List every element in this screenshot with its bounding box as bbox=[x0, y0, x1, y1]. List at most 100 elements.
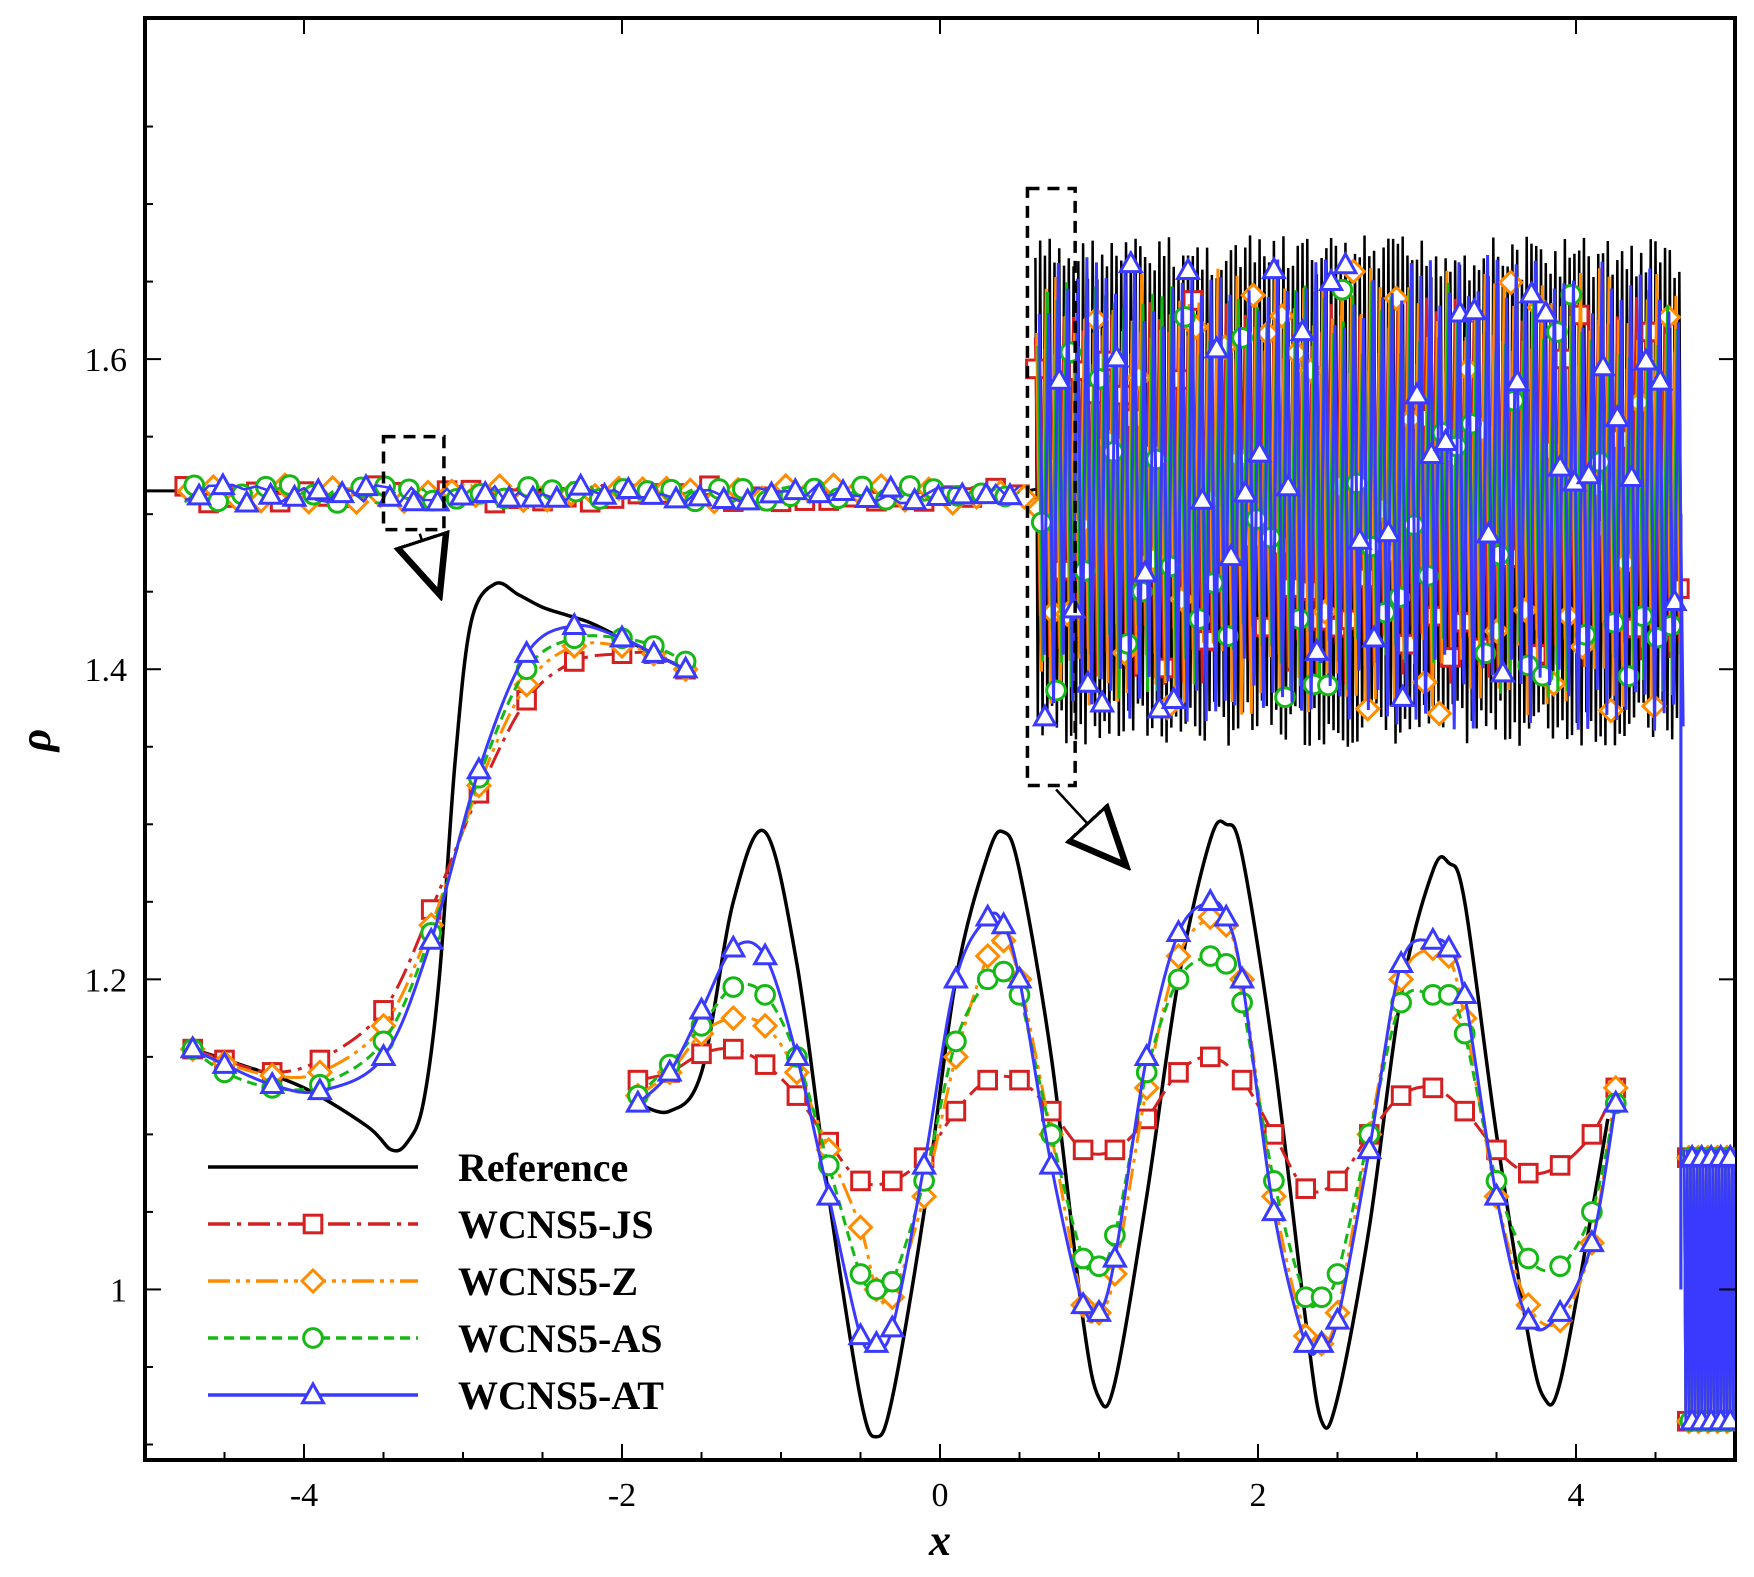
inset-marker-wcns5-at bbox=[911, 1151, 938, 1175]
series-oscillation-marker bbox=[1426, 700, 1453, 727]
series-oscillation-marker bbox=[1560, 283, 1583, 306]
inset-line-reference bbox=[637, 819, 1610, 1439]
inset-marker-wcns5-as bbox=[1215, 952, 1238, 975]
x-tick-label: 0 bbox=[932, 1477, 949, 1514]
inset-marker-wcns5-at bbox=[259, 1070, 286, 1094]
series-wcns5-at bbox=[184, 249, 1735, 1431]
legend-label: WCNS5-JS bbox=[458, 1202, 654, 1247]
series-flat-marker bbox=[639, 481, 666, 505]
inset-marker-wcns5-js bbox=[754, 1054, 776, 1075]
series-oscillation-marker bbox=[1317, 674, 1339, 697]
series-flat-marker bbox=[400, 488, 427, 512]
inset-marker-wcns5-js bbox=[723, 1038, 744, 1060]
inset-marker-wcns5-at bbox=[688, 996, 715, 1020]
legend-item: Reference bbox=[208, 1145, 628, 1190]
series-oscillation-marker bbox=[1474, 642, 1497, 665]
y-axis-title: ρ bbox=[11, 729, 60, 754]
series-flat-marker bbox=[758, 480, 785, 504]
series-flat-marker bbox=[496, 484, 523, 508]
inset-marker-wcns5-at bbox=[1292, 1329, 1319, 1353]
inset-marker-wcns5-js bbox=[1390, 1085, 1412, 1106]
series-flat-marker bbox=[209, 471, 236, 496]
series-flat-marker bbox=[305, 477, 332, 501]
inset-marker-wcns5-z bbox=[942, 1043, 970, 1070]
inset-marker-wcns5-js bbox=[1200, 1046, 1221, 1068]
series-flat-marker bbox=[281, 483, 308, 507]
inset-marker-wcns5-at bbox=[211, 1050, 238, 1074]
inset-marker-wcns5-at bbox=[1133, 1042, 1160, 1067]
series-flat-marker bbox=[853, 484, 880, 508]
series-oscillation-marker bbox=[1260, 255, 1287, 280]
inset-marker-wcns5-z bbox=[974, 942, 1001, 970]
inset-marker-wcns5-at bbox=[179, 1035, 206, 1059]
series-oscillation-marker bbox=[1189, 486, 1216, 510]
x-tick-label: 4 bbox=[1568, 1477, 1585, 1514]
zoom-arrow-left-zoom bbox=[420, 534, 440, 595]
x-axis-title: x bbox=[928, 1516, 951, 1565]
x-tick-label: -2 bbox=[608, 1477, 636, 1514]
series-postshock-marker bbox=[1717, 1143, 1735, 1167]
legend-label: WCNS5-AS bbox=[458, 1316, 662, 1361]
inset-left-zoom bbox=[179, 581, 699, 1153]
series-flat-marker bbox=[615, 475, 642, 499]
zoom-box-right-zoom bbox=[1025, 186, 1077, 788]
x-tick-label: -4 bbox=[290, 1477, 318, 1514]
inset-marker-wcns5-at bbox=[1435, 934, 1462, 958]
series-oscillation-marker bbox=[1489, 659, 1516, 683]
series-oscillation-marker bbox=[1475, 520, 1502, 544]
series-postshock-marker bbox=[1717, 1407, 1735, 1431]
inset-line-wcns5-z bbox=[192, 641, 687, 1080]
legend-label: WCNS5-Z bbox=[458, 1259, 638, 1304]
series-oscillation-marker bbox=[1045, 679, 1067, 702]
series-oscillation-marker bbox=[1617, 665, 1640, 688]
series-oscillation-marker bbox=[1389, 683, 1416, 707]
y-tick-label: 1 bbox=[110, 1272, 127, 1309]
series-flat-marker bbox=[877, 474, 904, 498]
series-oscillation-marker bbox=[1531, 664, 1554, 687]
inset-marker-wcns5-as bbox=[1167, 968, 1190, 991]
series-oscillation-marker bbox=[1361, 624, 1388, 648]
series-oscillation-marker bbox=[1303, 637, 1330, 661]
inset-marker-wcns5-as bbox=[1549, 1255, 1571, 1278]
plot-frame bbox=[143, 16, 1737, 1462]
inset-marker-wcns5-js bbox=[945, 1100, 967, 1122]
inset-marker-wcns5-js bbox=[977, 1069, 999, 1091]
inset-marker-wcns5-z bbox=[847, 1214, 874, 1241]
series-oscillation-marker bbox=[1246, 439, 1273, 463]
legend-item: WCNS5-Z bbox=[208, 1259, 638, 1304]
inset-marker-wcns5-as bbox=[1310, 1286, 1333, 1309]
series-oscillation-marker bbox=[1274, 686, 1296, 709]
inset-marker-wcns5-at bbox=[513, 639, 540, 663]
inset-line-wcns5-as bbox=[636, 953, 1618, 1309]
inset-marker-wcns5-at bbox=[1451, 980, 1478, 1005]
inset-marker-wcns5-z bbox=[720, 1004, 747, 1032]
legend-item: WCNS5-AT bbox=[208, 1373, 664, 1418]
inset-marker-wcns5-at bbox=[306, 1076, 333, 1101]
legend-swatch-marker bbox=[302, 1327, 324, 1349]
inset-marker-wcns5-as bbox=[881, 1270, 904, 1293]
series-oscillation-marker bbox=[1504, 367, 1531, 392]
inset-marker-wcns5-at bbox=[1578, 1228, 1605, 1253]
series-oscillation-marker bbox=[1175, 256, 1202, 280]
inset-marker-wcns5-at bbox=[1419, 926, 1446, 950]
inset-marker-wcns5-at bbox=[672, 655, 699, 679]
series-oscillation-marker bbox=[1289, 317, 1316, 342]
series-oscillation-marker bbox=[1132, 559, 1159, 583]
series-flat-marker bbox=[472, 479, 499, 504]
inset-marker-wcns5-at bbox=[608, 624, 636, 648]
inset-marker-wcns5-at bbox=[1547, 1298, 1574, 1322]
series-flat-marker bbox=[233, 489, 260, 513]
inset-marker-wcns5-at bbox=[974, 903, 1001, 927]
series-flat-marker bbox=[686, 483, 713, 507]
inset-marker-wcns5-js bbox=[1422, 1077, 1444, 1099]
series-oscillation-marker bbox=[1346, 526, 1373, 550]
inset-marker-wcns5-at bbox=[942, 965, 969, 989]
series-flat-marker bbox=[257, 481, 284, 505]
inset-marker-wcns5-js bbox=[1581, 1124, 1603, 1145]
inset-marker-wcns5-js bbox=[691, 1043, 712, 1065]
inset-line-wcns5-as bbox=[191, 634, 687, 1092]
x-tick-label: 2 bbox=[1250, 1477, 1267, 1514]
inset-marker-wcns5-at bbox=[1165, 918, 1192, 943]
inset-line-wcns5-z bbox=[637, 913, 1618, 1352]
